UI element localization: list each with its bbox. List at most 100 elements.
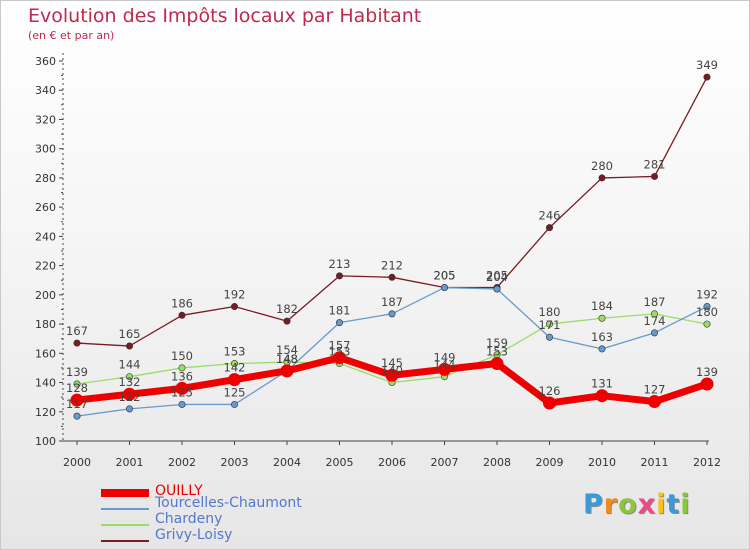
chart-data-labels: 167 165 186 192 182 213 212 205 205 246 280 281 349 1… [66,58,718,411]
logo-letter: o [618,489,638,520]
x-tick-label: 2000 [63,456,91,469]
legend-label-chardeny: Chardeny [155,511,223,527]
data-point-grivy-loisy [178,311,186,319]
y-tick-label: 140 [35,377,56,390]
x-tick-label: 2008 [483,456,511,469]
x-tick-label: 2005 [326,456,354,469]
data-label-grivy-loisy: 281 [644,157,666,171]
data-label-tourcelles-chaumont: 187 [381,295,403,309]
data-label-ouilly: 142 [224,361,246,375]
data-point-chardeny [598,314,606,322]
data-label-ouilly: 131 [591,377,613,391]
data-label-ouilly: 157 [329,339,351,353]
y-tick-label: 100 [35,435,56,448]
data-label-chardeny: 153 [224,345,246,359]
x-tick-label: 2007 [431,456,459,469]
data-point-tourcelles-chaumont [650,329,658,337]
data-point-chardeny [178,364,186,372]
data-point-chardeny [545,320,553,328]
data-label-ouilly: 148 [276,352,298,366]
data-label-ouilly: 126 [539,384,561,398]
data-label-tourcelles-chaumont: 163 [591,330,613,344]
data-point-ouilly [70,393,84,407]
data-label-chardeny: 139 [66,365,88,379]
data-point-grivy-loisy [73,339,81,347]
data-point-ouilly [385,368,399,382]
data-label-grivy-loisy: 212 [381,258,403,272]
data-label-chardeny: 180 [696,305,718,319]
data-label-grivy-loisy: 165 [119,327,141,341]
data-label-tourcelles-chaumont: 117 [66,397,88,411]
data-label-ouilly: 127 [644,383,666,397]
data-point-grivy-loisy [598,174,606,182]
data-point-tourcelles-chaumont [440,284,448,292]
data-point-ouilly [700,377,714,391]
data-label-ouilly: 145 [381,356,403,370]
data-point-ouilly [648,395,661,409]
data-label-tourcelles-chaumont: 204 [486,270,508,284]
chart-axes: 100 120 140 160 180 200 220 240 260 280 300 320 340 3… [35,53,721,469]
data-point-ouilly [123,387,136,401]
data-label-grivy-loisy: 205 [486,269,508,283]
data-label-tourcelles-chaumont: 181 [329,304,351,318]
data-point-grivy-loisy [703,73,711,81]
data-point-grivy-loisy [388,273,396,281]
proxiti-logo: Proxiti [583,489,691,520]
data-label-grivy-loisy: 182 [276,302,298,316]
data-point-tourcelles-chaumont [73,412,81,420]
logo-letter: x [637,489,657,520]
data-label-grivy-loisy: 349 [696,58,718,72]
y-tick-label: 160 [35,347,56,360]
data-point-tourcelles-chaumont [231,400,239,408]
data-label-ouilly: 128 [66,381,88,395]
data-label-grivy-loisy: 280 [591,159,613,173]
data-point-chardeny [650,310,658,318]
y-tick-label: 340 [35,84,56,97]
data-point-tourcelles-chaumont [545,333,553,341]
y-tick-label: 240 [35,230,56,243]
legend-label-grivy-loisy: Grivy-Loisy [155,527,233,543]
data-point-tourcelles-chaumont [335,319,343,327]
data-label-tourcelles-chaumont: 122 [119,390,141,404]
data-label-tourcelles-chaumont: 148 [276,352,298,366]
x-tick-label: 2009 [536,456,564,469]
data-point-ouilly [595,389,609,403]
legend-swatch-tourcelles-chaumont [101,508,149,510]
data-label-ouilly: 139 [696,365,718,379]
data-label-chardeny: 144 [119,358,141,372]
data-label-ouilly: 153 [486,345,508,359]
data-point-grivy-loisy [126,342,134,350]
data-label-tourcelles-chaumont: 192 [696,288,718,302]
data-point-ouilly [280,364,294,378]
data-point-ouilly [333,351,346,365]
data-label-tourcelles-chaumont: 171 [539,318,561,332]
x-tick-label: 2011 [641,456,669,469]
data-point-chardeny [703,320,711,328]
logo-letter: P [583,489,604,520]
data-label-chardeny: 154 [276,343,298,357]
data-point-ouilly [175,381,189,395]
data-point-grivy-loisy [335,272,343,280]
legend-swatch-grivy-loisy [101,540,149,542]
y-tick-label: 300 [35,143,56,156]
data-label-chardeny: 153 [329,345,351,359]
data-point-grivy-loisy [231,303,239,311]
chart-subtitle: (en € et par an) [28,29,115,42]
legend-label-tourcelles-chaumont: Tourcelles-Chaumont [155,495,302,511]
data-label-grivy-loisy: 213 [329,257,351,271]
data-point-tourcelles-chaumont [178,400,186,408]
data-point-ouilly [228,373,241,387]
data-point-tourcelles-chaumont [598,345,606,353]
data-point-grivy-loisy [650,172,658,180]
data-label-tourcelles-chaumont: 125 [224,385,246,399]
data-label-grivy-loisy: 186 [171,296,193,310]
logo-letter: i [656,489,667,520]
y-tick-label: 360 [35,55,56,68]
x-tick-label: 2001 [116,456,144,469]
logo-letter: r [603,489,619,520]
data-point-tourcelles-chaumont [388,310,396,318]
data-label-ouilly: 132 [119,375,141,389]
legend-swatch-chardeny [101,524,149,526]
data-point-ouilly [490,357,504,371]
